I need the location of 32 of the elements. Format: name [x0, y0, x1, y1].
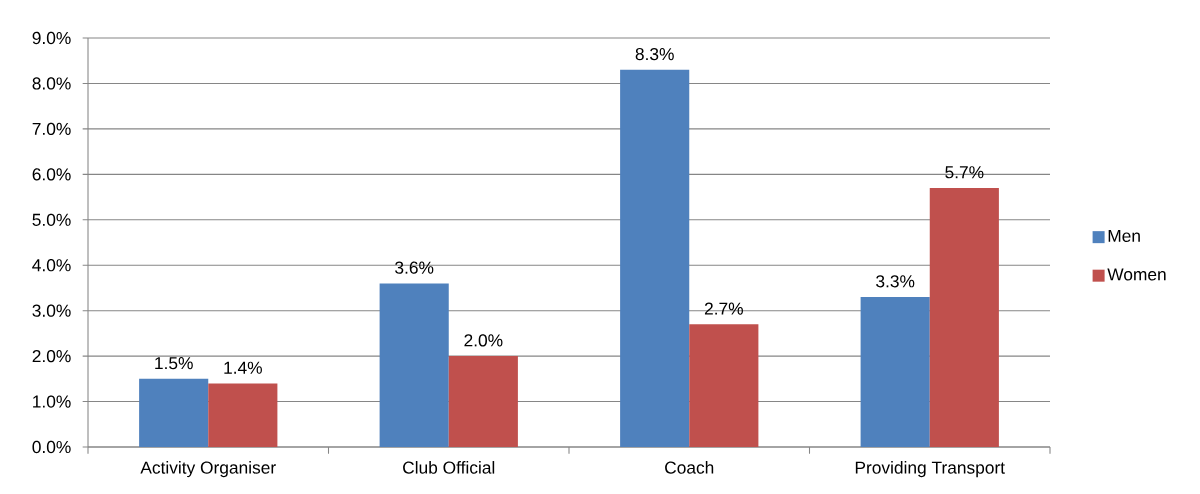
y-tick-label: 5.0%: [32, 213, 71, 226]
y-tick-label: 0.0%: [32, 440, 71, 454]
data-label: 2.0%: [464, 334, 503, 347]
bar: [448, 356, 518, 447]
bar: [208, 383, 278, 447]
x-tick-label: Activity Organiser: [140, 461, 276, 478]
data-label: 3.6%: [395, 261, 434, 274]
y-tick-label: 4.0%: [32, 259, 71, 272]
y-tick-label: 2.0%: [32, 349, 71, 363]
y-tick-label: 3.0%: [32, 304, 71, 317]
data-label: 8.3%: [635, 47, 674, 61]
x-tick-label: Providing Transport: [855, 461, 1005, 478]
data-label: 3.3%: [876, 275, 915, 288]
data-label: 1.4%: [224, 361, 262, 374]
data-label: 1.5%: [155, 357, 193, 370]
bar: [689, 324, 759, 447]
legend-label: Men: [1108, 229, 1140, 242]
legend-label: Women: [1107, 268, 1166, 281]
bar: [139, 378, 209, 447]
y-tick-label: 8.0%: [32, 77, 71, 90]
y-tick-label: 6.0%: [32, 168, 71, 181]
bar: [929, 187, 999, 447]
bar: [379, 283, 449, 447]
y-tick-label: 7.0%: [32, 122, 71, 136]
y-tick-label: 1.0%: [33, 395, 71, 408]
x-tick-label: Coach: [665, 461, 714, 474]
y-tick-label: 9.0%: [32, 31, 71, 45]
x-tick-label: Club Official: [403, 461, 495, 474]
bar: [620, 69, 690, 447]
bar: [860, 297, 930, 447]
data-label: 5.7%: [945, 166, 984, 179]
data-label: 2.7%: [704, 302, 743, 315]
